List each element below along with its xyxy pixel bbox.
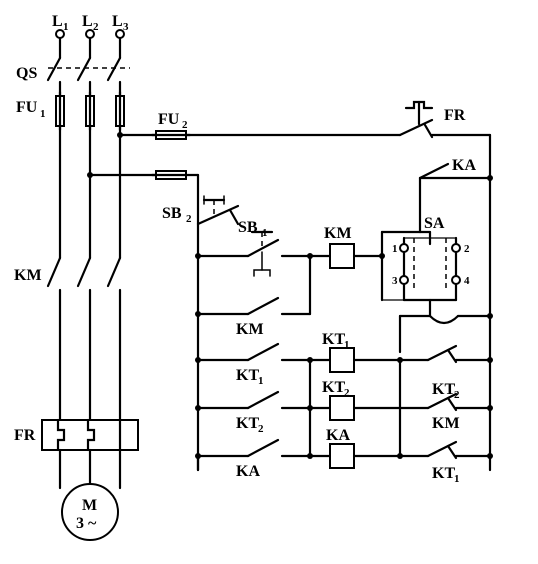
label-ka-top: KA: [452, 157, 476, 174]
svg-text:2: 2: [186, 213, 192, 225]
svg-text:2: 2: [93, 21, 99, 33]
svg-text:1: 1: [344, 339, 350, 351]
label-ka-c: KA: [236, 463, 260, 480]
svg-text:1: 1: [392, 243, 398, 255]
fr-block: FR: [14, 420, 138, 450]
svg-text:3 ~: 3 ~: [76, 515, 97, 532]
svg-text:2: 2: [454, 389, 460, 401]
label-km-aux: KM: [236, 321, 264, 338]
label-fr: FR: [14, 427, 36, 444]
schematic: L 1 L 2 L 3 QS FU 1 KM: [0, 0, 538, 564]
svg-text:KT: KT: [322, 379, 345, 396]
label-fu2: FU: [158, 111, 180, 128]
qs-switch: QS: [16, 58, 130, 96]
label-kt2-c: KT: [236, 415, 259, 432]
power-lines: L 1 L 2 L 3: [52, 13, 129, 58]
svg-text:1: 1: [454, 473, 460, 485]
label-sb2: SB: [162, 205, 182, 222]
svg-text:4: 4: [464, 275, 470, 287]
sb2: SB 2: [162, 196, 238, 470]
svg-text:2: 2: [464, 243, 470, 255]
label-km-nc: KM: [432, 415, 460, 432]
svg-text:2: 2: [182, 119, 188, 131]
label-fr-nc: FR: [444, 107, 466, 124]
label-kt1-c: KT: [236, 367, 259, 384]
label-qs: QS: [16, 65, 37, 82]
label-sa: SA: [424, 215, 445, 232]
svg-text:1: 1: [262, 227, 268, 239]
svg-text:3: 3: [123, 21, 129, 33]
label-l2: L: [82, 13, 93, 30]
label-m: M: [82, 497, 97, 514]
sa-selector: SA 1 2 3 4: [382, 215, 470, 316]
svg-text:KT: KT: [432, 381, 455, 398]
svg-text:3: 3: [392, 275, 398, 287]
label-ka-coil: KA: [326, 427, 350, 444]
km-main-contacts: KM: [14, 258, 120, 420]
label-l1: L: [52, 13, 63, 30]
svg-text:2: 2: [258, 423, 264, 435]
label-km-main: KM: [14, 267, 42, 284]
svg-text:KT: KT: [322, 331, 345, 348]
motor: M 3 ~: [62, 484, 118, 540]
fu1-fuses: FU 1: [16, 92, 124, 130]
svg-text:1: 1: [63, 21, 69, 33]
label-fu1: FU: [16, 99, 38, 116]
label-l3: L: [112, 13, 123, 30]
svg-text:2: 2: [344, 387, 350, 399]
svg-text:KT: KT: [432, 465, 455, 482]
svg-text:1: 1: [258, 375, 264, 387]
label-sb1: SB: [238, 219, 258, 236]
svg-text:1: 1: [40, 108, 46, 120]
label-km-coil: KM: [324, 225, 352, 242]
